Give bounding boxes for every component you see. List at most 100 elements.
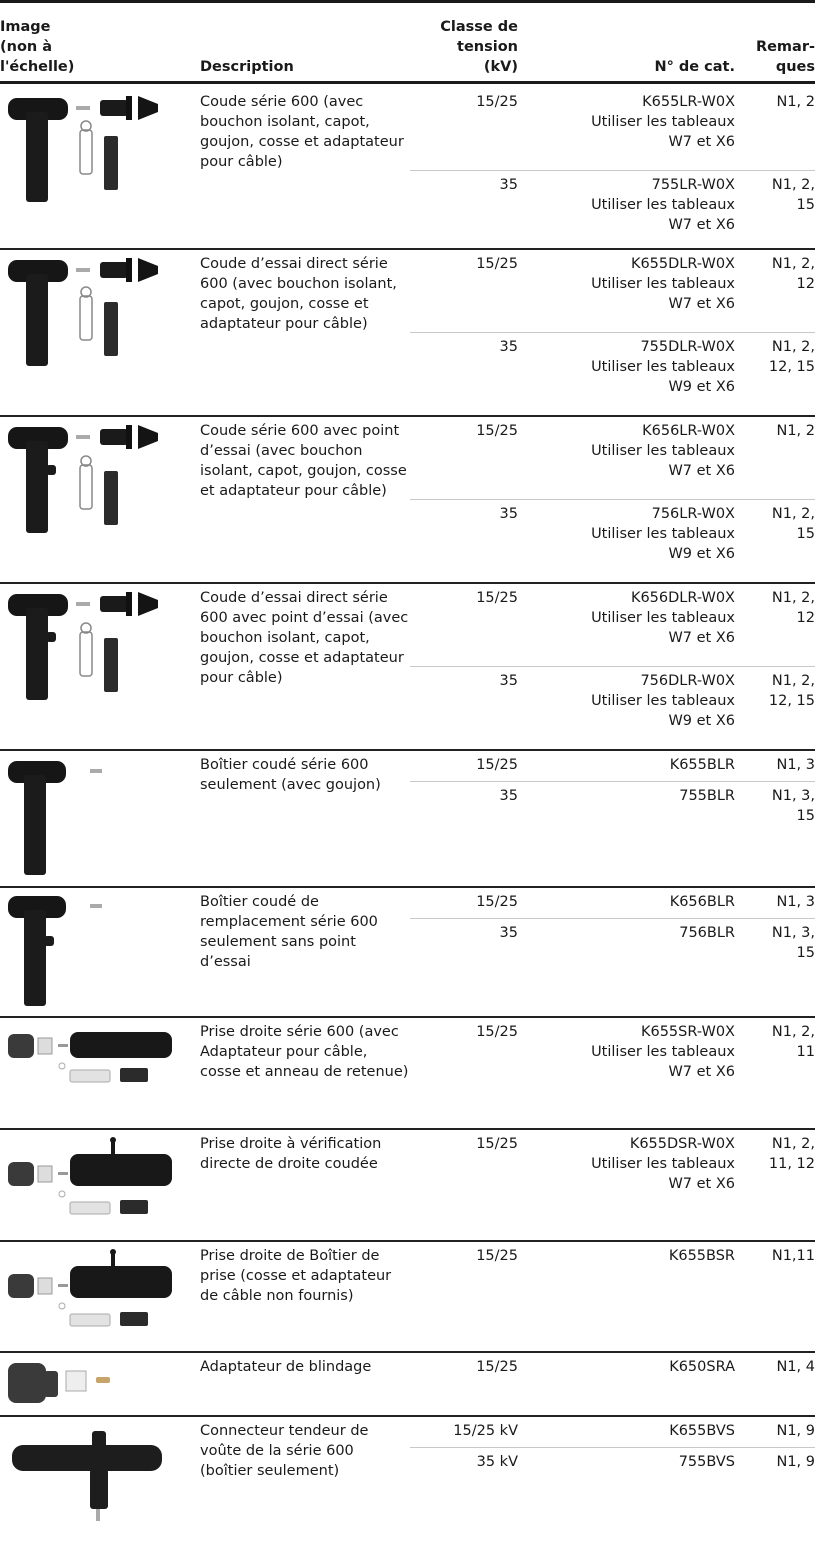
remarks-cell: N1, 4 bbox=[776, 1359, 815, 1375]
elbow-housing-icon bbox=[0, 755, 185, 880]
catalog-cell: K655BLR bbox=[669, 757, 735, 773]
shield-adapter-icon bbox=[0, 1357, 185, 1412]
table-row: 15/25 K655BLR N1, 3 bbox=[410, 751, 815, 781]
table-row: 35 755DLR-W0X Utiliser les tableaux W9 e… bbox=[410, 332, 815, 417]
header-image: Image (non à l'échelle) bbox=[0, 19, 75, 75]
remarks-cell: N1, 2, 11 bbox=[771, 1024, 815, 1060]
voltage-cell: 15/25 bbox=[476, 1359, 518, 1375]
table-group: Prise droite à vérification directe de d… bbox=[0, 1128, 815, 1240]
remarks-cell: N1, 2, 11, 12 bbox=[768, 1136, 815, 1172]
voltage-cell: 35 bbox=[499, 673, 518, 689]
voltage-cell: 15/25 bbox=[476, 1248, 518, 1264]
voltage-cell: 15/25 bbox=[476, 1136, 518, 1152]
catalog-cell: 755BVS bbox=[678, 1454, 735, 1470]
table-group: Boîtier coudé série 600 seulement (avec … bbox=[0, 749, 815, 886]
table-group: Prise droite de Boîtier de prise (cosse … bbox=[0, 1240, 815, 1351]
voltage-cell: 35 bbox=[499, 339, 518, 355]
catalog-cell: K656DLR-W0X Utiliser les tableaux W7 et … bbox=[591, 590, 735, 646]
catalog-cell: K655SR-W0X Utiliser les tableaux W7 et X… bbox=[591, 1024, 735, 1080]
remarks-cell: N1, 2, 12, 15 bbox=[768, 673, 815, 709]
voltage-cell: 35 kV bbox=[476, 1454, 518, 1470]
description-text: Connecteur tendeur de voûte de la série … bbox=[200, 1423, 369, 1479]
table-group: Coude série 600 (avec bouchon isolant, c… bbox=[0, 88, 815, 248]
table-row: 15/25 K655DLR-W0X Utiliser les tableaux … bbox=[410, 250, 815, 332]
table-row: 15/25 kV K655BVS N1, 9 bbox=[410, 1417, 815, 1447]
voltage-cell: 15/25 kV bbox=[453, 1423, 518, 1439]
table-group: Boîtier coudé de remplacement série 600 … bbox=[0, 886, 815, 1016]
description-text: Prise droite à vérification directe de d… bbox=[200, 1136, 382, 1172]
table-row: 15/25 K650SRA N1, 4 bbox=[410, 1353, 815, 1417]
test-elbow-kit-icon bbox=[0, 254, 185, 374]
vault-stretch-connector-icon bbox=[0, 1421, 185, 1531]
catalog-cell: K655DSR-W0X Utiliser les tableaux W7 et … bbox=[591, 1136, 735, 1192]
catalog-cell: K656LR-W0X Utiliser les tableaux W7 et X… bbox=[591, 423, 735, 479]
remarks-cell: N1, 9 bbox=[776, 1423, 815, 1439]
test-elbow-test-point-kit-icon bbox=[0, 588, 185, 708]
catalog-cell: 756LR-W0X Utiliser les tableaux W9 et X6 bbox=[591, 506, 735, 562]
catalog-cell: K655LR-W0X Utiliser les tableaux W7 et X… bbox=[591, 94, 735, 150]
table-row: 15/25 K655DSR-W0X Utiliser les tableaux … bbox=[410, 1130, 815, 1242]
description-text: Coude série 600 (avec bouchon isolant, c… bbox=[200, 94, 404, 170]
remarks-cell: N1, 3 bbox=[776, 894, 815, 910]
table-row: 35 756DLR-W0X Utiliser les tableaux W9 e… bbox=[410, 666, 815, 751]
remarks-cell: N1, 3, 15 bbox=[771, 788, 815, 824]
table-group: Adaptateur de blindage 15/25 K650SRA N1,… bbox=[0, 1351, 815, 1415]
replacement-elbow-housing-icon bbox=[0, 892, 185, 1012]
description-text: Prise droite de Boîtier de prise (cosse … bbox=[200, 1248, 392, 1304]
table-group: Connecteur tendeur de voûte de la série … bbox=[0, 1415, 815, 1555]
description-text: Coude d’essai direct série 600 (avec bou… bbox=[200, 256, 397, 332]
catalog-cell: K656BLR bbox=[669, 894, 735, 910]
elbow-kit-icon bbox=[0, 92, 185, 212]
table-row: 35 756BLR N1, 3, 15 bbox=[410, 918, 815, 1018]
voltage-cell: 35 bbox=[499, 177, 518, 193]
remarks-cell: N1, 9 bbox=[776, 1454, 815, 1470]
voltage-cell: 35 bbox=[499, 506, 518, 522]
catalog-cell: 756BLR bbox=[679, 925, 735, 941]
table-group: Coude d’essai direct série 600 avec poin… bbox=[0, 582, 815, 749]
description-text: Coude d’essai direct série 600 avec poin… bbox=[200, 590, 409, 686]
catalog-cell: K655DLR-W0X Utiliser les tableaux W7 et … bbox=[591, 256, 735, 312]
remarks-cell: N1, 3 bbox=[776, 757, 815, 773]
table-group: Prise droite série 600 (avec Adaptateur … bbox=[0, 1016, 815, 1128]
voltage-cell: 15/25 bbox=[476, 256, 518, 272]
table-row: 35 755BLR N1, 3, 15 bbox=[410, 781, 815, 888]
remarks-cell: N1, 2, 12 bbox=[771, 256, 815, 292]
catalog-cell: 755DLR-W0X Utiliser les tableaux W9 et X… bbox=[591, 339, 735, 395]
remarks-cell: N1, 2, 12 bbox=[771, 590, 815, 626]
voltage-cell: 35 bbox=[499, 925, 518, 941]
description-text: Boîtier coudé série 600 seulement (avec … bbox=[200, 757, 381, 793]
table-row: 35 756LR-W0X Utiliser les tableaux W9 et… bbox=[410, 499, 815, 584]
catalog-cell: K655BVS bbox=[669, 1423, 735, 1439]
catalog-cell: 756DLR-W0X Utiliser les tableaux W9 et X… bbox=[591, 673, 735, 729]
description-text: Boîtier coudé de remplacement série 600 … bbox=[200, 894, 378, 970]
catalog-cell: K655BSR bbox=[668, 1248, 735, 1264]
voltage-cell: 15/25 bbox=[476, 894, 518, 910]
voltage-cell: 15/25 bbox=[476, 423, 518, 439]
remarks-cell: N1, 2 bbox=[776, 423, 815, 439]
table-row: 15/25 K655BSR N1,11 bbox=[410, 1242, 815, 1353]
table-row: 35 755LR-W0X Utiliser les tableaux W7 et… bbox=[410, 170, 815, 248]
straight-plug-housing-icon bbox=[0, 1246, 185, 1341]
catalog-cell: 755LR-W0X Utiliser les tableaux W7 et X6 bbox=[591, 177, 735, 233]
header-remarks: Remar- ques bbox=[755, 39, 815, 75]
table-row: 15/25 K655SR-W0X Utiliser les tableaux W… bbox=[410, 1018, 815, 1130]
header-catalog: N° de cat. bbox=[654, 59, 735, 75]
table-row: 15/25 K656BLR N1, 3 bbox=[410, 888, 815, 918]
remarks-cell: N1, 2, 15 bbox=[771, 177, 815, 213]
description-text: Adaptateur de blindage bbox=[200, 1359, 372, 1375]
remarks-cell: N1,11 bbox=[771, 1248, 815, 1264]
table-row: 15/25 K655LR-W0X Utiliser les tableaux W… bbox=[410, 88, 815, 170]
straight-plug-kit-icon bbox=[0, 1022, 185, 1102]
remarks-cell: N1, 2, 15 bbox=[771, 506, 815, 542]
description-text: Prise droite série 600 (avec Adaptateur … bbox=[200, 1024, 409, 1080]
voltage-cell: 15/25 bbox=[476, 757, 518, 773]
table-row: 15/25 K656DLR-W0X Utiliser les tableaux … bbox=[410, 584, 815, 666]
voltage-cell: 15/25 bbox=[476, 590, 518, 606]
elbow-test-point-kit-icon bbox=[0, 421, 185, 541]
table-group: Coude série 600 avec point d’essai (avec… bbox=[0, 415, 815, 582]
straight-plug-test-kit-icon bbox=[0, 1134, 185, 1229]
table-row: 35 kV 755BVS N1, 9 bbox=[410, 1447, 815, 1557]
remarks-cell: N1, 3, 15 bbox=[771, 925, 815, 961]
description-text: Coude série 600 avec point d’essai (avec… bbox=[200, 423, 407, 499]
